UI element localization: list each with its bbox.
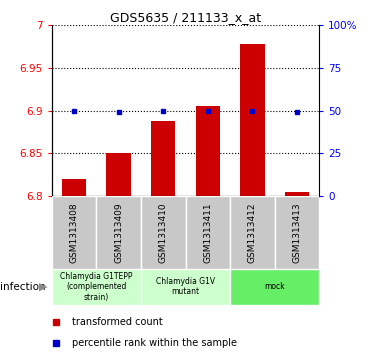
Text: GSM1313408: GSM1313408 <box>70 202 79 263</box>
Bar <box>96 196 141 269</box>
Bar <box>141 196 186 269</box>
Text: GSM1313413: GSM1313413 <box>292 202 301 263</box>
Bar <box>230 269 319 305</box>
Bar <box>62 179 86 196</box>
Bar <box>52 269 141 305</box>
Text: GSM1313412: GSM1313412 <box>248 202 257 262</box>
Text: mock: mock <box>264 282 285 291</box>
Text: Chlamydia G1TEPP
(complemented
strain): Chlamydia G1TEPP (complemented strain) <box>60 272 133 302</box>
Text: percentile rank within the sample: percentile rank within the sample <box>72 338 237 347</box>
Text: ▶: ▶ <box>39 282 47 292</box>
Text: Chlamydia G1V
mutant: Chlamydia G1V mutant <box>156 277 215 297</box>
Bar <box>196 106 220 196</box>
Text: infection: infection <box>0 282 46 292</box>
Bar <box>106 153 131 196</box>
Bar <box>285 192 309 196</box>
Text: GSM1313409: GSM1313409 <box>114 202 123 263</box>
Text: GSM1313410: GSM1313410 <box>159 202 168 263</box>
Text: GSM1313411: GSM1313411 <box>203 202 212 263</box>
Bar <box>275 196 319 269</box>
Bar <box>151 121 175 196</box>
Text: transformed count: transformed count <box>72 317 163 327</box>
Title: GDS5635 / 211133_x_at: GDS5635 / 211133_x_at <box>110 11 261 24</box>
Bar <box>230 196 275 269</box>
Bar <box>240 44 265 196</box>
Bar <box>186 196 230 269</box>
Bar <box>141 269 230 305</box>
Bar <box>52 196 96 269</box>
